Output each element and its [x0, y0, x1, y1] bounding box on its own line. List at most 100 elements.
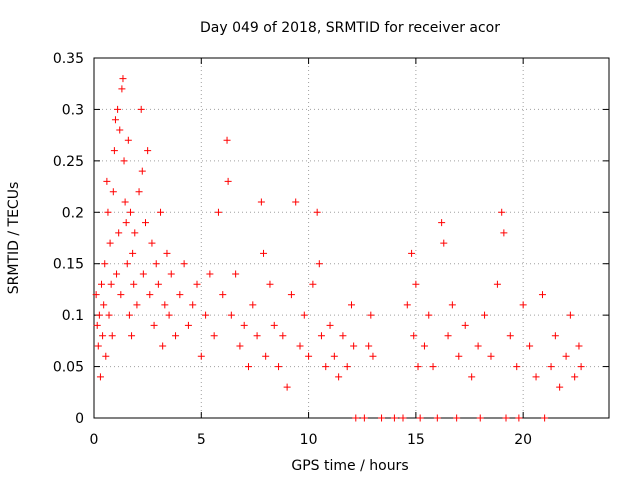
- data-point: [487, 352, 495, 360]
- data-point: [326, 321, 334, 329]
- data-point: [448, 301, 456, 309]
- data-point: [133, 301, 141, 309]
- data-point: [93, 321, 101, 329]
- data-point: [408, 249, 416, 257]
- data-point: [111, 116, 119, 124]
- data-point: [352, 414, 360, 422]
- x-tick-label: 15: [407, 432, 425, 448]
- x-axis-ticks: 0 5 10 15 20: [90, 58, 532, 448]
- x-tick-label: 5: [197, 432, 206, 448]
- data-point: [283, 383, 291, 391]
- data-point: [275, 363, 283, 371]
- data-point: [262, 352, 270, 360]
- data-point: [130, 280, 138, 288]
- data-point: [317, 332, 325, 340]
- data-point: [176, 291, 184, 299]
- data-point: [152, 260, 160, 268]
- data-point: [438, 219, 446, 227]
- data-point: [189, 301, 197, 309]
- x-axis-label: GPS time / hours: [291, 458, 408, 474]
- data-point: [110, 147, 118, 155]
- data-point: [339, 332, 347, 340]
- y-tick-label: 0: [75, 411, 84, 427]
- data-point: [206, 270, 214, 278]
- data-point: [506, 332, 514, 340]
- data-point: [150, 321, 158, 329]
- data-point: [118, 85, 126, 93]
- data-point: [348, 301, 355, 309]
- data-point: [227, 311, 235, 319]
- data-point: [139, 270, 147, 278]
- data-point: [167, 270, 175, 278]
- data-point: [305, 352, 313, 360]
- data-point: [137, 105, 145, 113]
- data-point: [416, 414, 424, 422]
- data-point: [154, 280, 162, 288]
- data-point: [126, 208, 134, 216]
- data-point: [128, 332, 136, 340]
- y-tick-label: 0.15: [53, 257, 84, 273]
- data-point: [249, 301, 257, 309]
- data-point: [378, 414, 386, 422]
- data-point: [115, 229, 123, 237]
- data-point: [109, 188, 117, 196]
- y-axis-ticks: 0 0.05 0.1 0.15 0.2 0.25 0.3 0.35: [53, 51, 609, 427]
- data-point: [138, 167, 146, 175]
- data-point: [146, 291, 154, 299]
- data-point: [114, 105, 122, 113]
- data-point: [157, 208, 165, 216]
- data-point: [172, 332, 180, 340]
- data-point: [236, 342, 244, 350]
- data-points: [92, 75, 585, 422]
- data-point: [123, 260, 131, 268]
- data-point: [390, 414, 398, 422]
- data-point: [577, 363, 585, 371]
- data-point: [453, 414, 461, 422]
- y-axis-label: SRMTID / TECUs: [6, 182, 22, 295]
- data-point: [551, 332, 559, 340]
- data-point: [163, 249, 171, 257]
- data-point: [224, 177, 232, 185]
- data-point: [455, 352, 463, 360]
- y-tick-label: 0.25: [53, 154, 84, 170]
- data-point: [425, 311, 433, 319]
- data-point: [296, 342, 304, 350]
- data-point: [266, 280, 274, 288]
- data-point: [433, 414, 441, 422]
- data-point: [365, 342, 373, 350]
- data-point: [474, 342, 482, 350]
- grid-lines: [94, 58, 609, 418]
- data-point: [122, 219, 130, 227]
- data-point: [103, 177, 111, 185]
- data-point: [210, 332, 218, 340]
- data-point: [121, 198, 129, 206]
- data-point: [202, 311, 210, 319]
- data-point: [367, 311, 375, 319]
- data-point: [468, 373, 476, 381]
- data-point: [270, 321, 278, 329]
- y-tick-label: 0.1: [62, 308, 84, 324]
- data-point: [232, 270, 240, 278]
- data-point: [500, 229, 508, 237]
- data-point: [343, 363, 351, 371]
- data-point: [165, 311, 173, 319]
- data-point: [575, 342, 583, 350]
- data-point: [108, 332, 116, 340]
- data-point: [369, 352, 377, 360]
- data-point: [562, 352, 570, 360]
- data-point: [98, 280, 106, 288]
- data-point: [245, 363, 252, 371]
- data-point: [493, 280, 501, 288]
- data-point: [502, 414, 510, 422]
- data-point: [538, 291, 546, 299]
- data-point: [513, 363, 521, 371]
- data-point: [420, 342, 428, 350]
- x-tick-label: 10: [300, 432, 318, 448]
- data-point: [161, 301, 169, 309]
- data-point: [444, 332, 452, 340]
- chart-title: Day 049 of 2018, SRMTID for receiver aco…: [200, 20, 500, 36]
- data-point: [410, 332, 418, 340]
- data-point: [309, 280, 317, 288]
- data-point: [159, 342, 167, 350]
